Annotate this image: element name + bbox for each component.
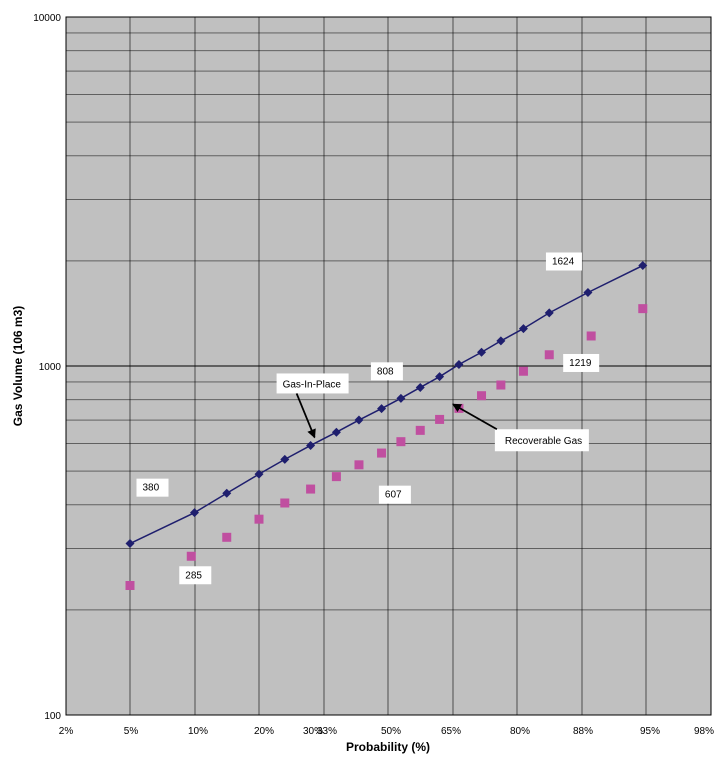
data-point-square xyxy=(544,350,554,360)
value-label: 808 xyxy=(377,366,394,377)
data-point-diamond xyxy=(477,347,487,357)
data-point-square xyxy=(354,460,364,470)
data-point-square xyxy=(435,414,445,424)
x-tick-label: 65% xyxy=(441,726,461,737)
data-point-diamond xyxy=(222,488,232,498)
data-point-diamond xyxy=(354,415,364,425)
y-tick-labels: 100 1000 10000 xyxy=(33,13,61,722)
value-label: 1624 xyxy=(552,257,575,268)
x-tick-label: 33% xyxy=(317,726,337,737)
x-tick-label: 98% xyxy=(694,726,714,737)
data-point-square xyxy=(518,366,528,376)
data-point-square xyxy=(638,304,648,314)
x-tick-label: 10% xyxy=(188,726,208,737)
data-point-square xyxy=(415,425,425,435)
x-tick-label: 80% xyxy=(510,726,530,737)
data-point-square xyxy=(396,437,406,447)
recoverable-gas-label: Recoverable Gas xyxy=(505,436,582,447)
data-point-square xyxy=(586,331,596,341)
data-point-square xyxy=(377,448,387,458)
x-tick-label: 2% xyxy=(59,726,74,737)
data-point-square xyxy=(477,391,487,401)
x-tick-label: 20% xyxy=(254,726,274,737)
value-label-box xyxy=(378,485,411,504)
value-label-box xyxy=(563,353,600,372)
data-point-diamond xyxy=(190,508,199,518)
data-point-diamond xyxy=(415,382,425,392)
data-point-square xyxy=(331,472,341,482)
recoverable-gas-label-box xyxy=(494,429,589,452)
data-point-square xyxy=(125,580,135,590)
gas-in-place-label-box xyxy=(276,373,349,394)
data-point-diamond xyxy=(377,404,387,414)
x-tick-label: 95% xyxy=(640,726,660,737)
y-axis-title: Gas Volume (106 m3) xyxy=(11,306,25,427)
plot-border xyxy=(65,16,712,716)
y-tick-label: 1000 xyxy=(39,362,62,373)
data-point-square xyxy=(280,498,290,508)
data-point-diamond xyxy=(496,336,506,346)
data-point-diamond xyxy=(280,454,290,464)
x-tick-label: 5% xyxy=(124,726,139,737)
data-point-diamond xyxy=(518,324,528,334)
value-label: 380 xyxy=(143,483,160,494)
gas-in-place-arrow xyxy=(295,393,316,439)
value-label: 1219 xyxy=(569,358,592,369)
data-point-square xyxy=(496,380,506,390)
x-tick-label: 30% xyxy=(303,726,323,737)
value-label-box xyxy=(545,252,582,271)
value-label: 285 xyxy=(185,570,202,581)
data-point-square xyxy=(306,484,316,494)
y-tick-label: 100 xyxy=(44,711,61,722)
data-point-diamond xyxy=(306,440,316,450)
x-tick-label: 88% xyxy=(573,726,593,737)
recoverable-gas-arrow xyxy=(452,403,498,431)
data-point-diamond xyxy=(583,288,593,298)
x-tick-label: 50% xyxy=(381,726,401,737)
data-point-diamond xyxy=(125,539,135,549)
data-point-square xyxy=(222,532,232,542)
data-point-diamond xyxy=(454,359,464,369)
x-axis-title: Probability (%) xyxy=(346,740,430,754)
data-point-square xyxy=(186,551,196,561)
value-label-box xyxy=(179,566,212,585)
data-point-diamond xyxy=(331,427,341,437)
y-tick-label: 10000 xyxy=(33,13,61,24)
data-point-diamond xyxy=(254,469,264,479)
data-point-diamond xyxy=(544,308,554,318)
data-point-diamond xyxy=(638,261,648,271)
data-point-diamond xyxy=(396,393,406,403)
value-label-box xyxy=(136,478,169,497)
annotations: 380 285 808 607 1624 1219 Gas-In-Place Recovera… xyxy=(136,252,600,585)
data-point-diamond xyxy=(435,372,445,382)
value-label-box xyxy=(370,362,403,381)
x-tick-labels: 2% 5% 10% 20% 30%33% 50% 65% 80% 88% 95% 98% xyxy=(59,726,714,737)
data-point-square xyxy=(254,514,264,524)
value-label: 607 xyxy=(385,490,402,501)
gas-in-place-label: Gas-In-Place xyxy=(283,379,342,390)
